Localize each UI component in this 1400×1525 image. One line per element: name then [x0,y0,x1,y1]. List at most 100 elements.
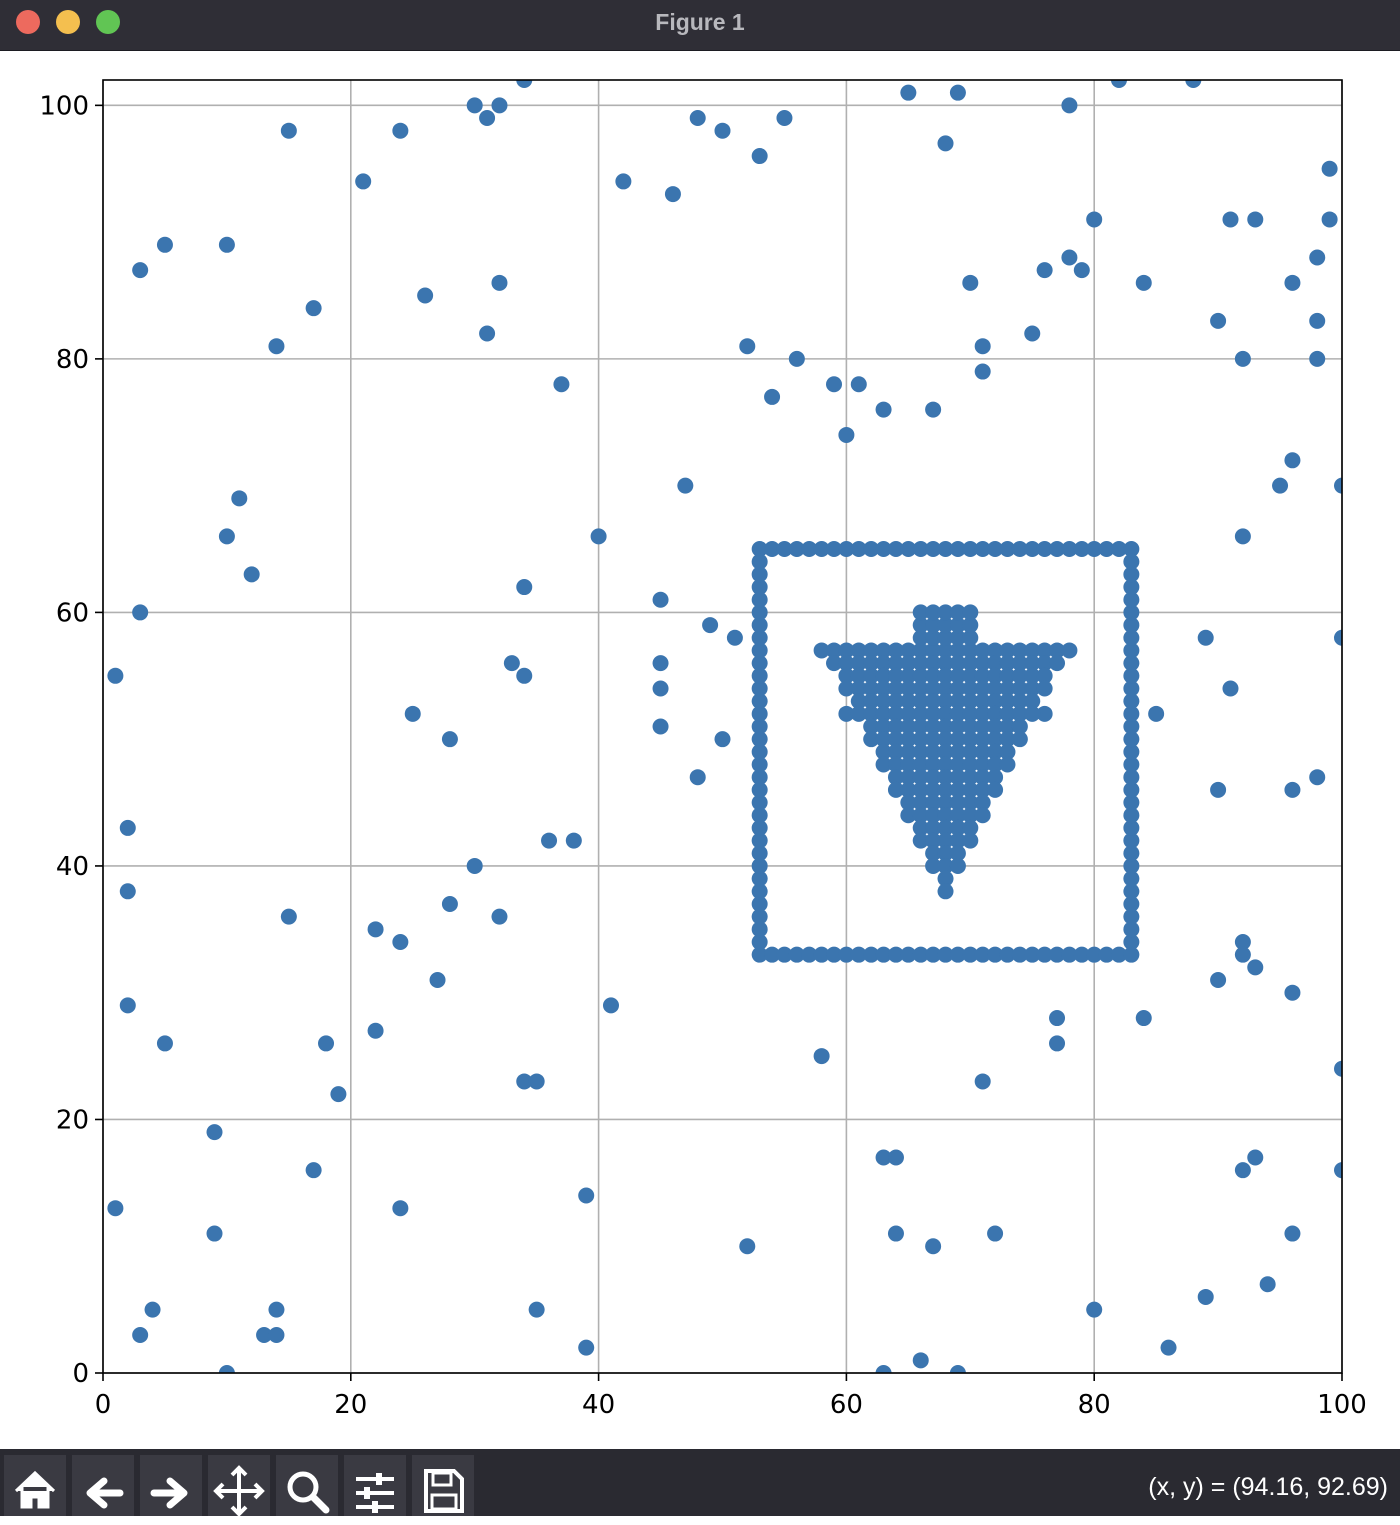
scatter-point [912,794,929,811]
scatter-point [516,1073,533,1090]
scatter-point [602,997,619,1014]
minimize-button[interactable] [56,10,80,34]
scatter-point [652,591,669,608]
scatter-point [912,680,929,697]
y-tick-label: 40 [56,852,89,882]
scatter-point [925,731,942,748]
scatter-point [1247,1149,1264,1166]
scatter-point [1334,1162,1342,1179]
scatter-point [491,908,508,925]
scatter-point [875,756,892,773]
scatter-point [652,718,669,735]
scatter-point [912,832,929,849]
scatter-point [925,680,942,697]
scatter-point [132,262,149,279]
scatter-point [838,946,855,963]
scatter-point [280,122,297,139]
scatter-point [751,769,768,786]
scatter-point [863,731,880,748]
scatter-point [838,426,855,443]
scatter-point [974,743,991,760]
scatter-point [937,541,954,558]
scatter-point [925,781,942,798]
scatter-point [937,604,954,621]
scatter-point [1222,680,1239,697]
scatter-point [850,667,867,684]
scatter-point [974,541,991,558]
configure-button[interactable] [344,1455,406,1516]
scatter-point [1123,756,1140,773]
close-button[interactable] [16,10,40,34]
scatter-point [156,1035,173,1052]
scatter-point [218,236,235,253]
scatter-point [503,655,520,672]
scatter-point [949,541,966,558]
zoom-tool-button[interactable] [276,1455,338,1516]
scatter-point [887,756,904,773]
scatter-point [987,1225,1004,1242]
scatter-point [1110,541,1127,558]
scatter-point [887,769,904,786]
scatter-point [751,794,768,811]
scatter-point [739,1238,756,1255]
scatter-point [850,642,867,659]
scatter-point [999,680,1016,697]
scatter-point [912,731,929,748]
scatter-point [949,769,966,786]
x-tick-label: 40 [582,1390,615,1420]
scatter-point [751,870,768,887]
scatter-point [1197,1288,1214,1305]
scatter-point [528,1301,545,1318]
scatter-point [875,718,892,735]
scatter-point [999,743,1016,760]
scatter-point [330,1086,347,1103]
scatter-point [1123,946,1140,963]
scatter-point [404,705,421,722]
scatter-point [1024,642,1041,659]
forward-button[interactable] [140,1455,202,1516]
pan-button[interactable] [208,1455,270,1517]
scatter-point [1011,541,1028,558]
scatter-point [1148,705,1165,722]
scatter-point [751,883,768,900]
scatter-point [1011,655,1028,672]
scatter-point [925,604,942,621]
x-tick-label: 20 [334,1390,367,1420]
scatter-point [1284,452,1301,469]
scatter-point [887,1149,904,1166]
scatter-point [1073,262,1090,279]
scatter-point [974,1073,991,1090]
scatter-point [677,477,694,494]
x-tick-label: 80 [1078,1390,1111,1420]
scatter-point [937,769,954,786]
scatter-point [875,743,892,760]
scatter-point [887,667,904,684]
scatter-point [776,541,793,558]
y-tick-label: 20 [56,1105,89,1135]
scatter-point [788,946,805,963]
scatter-point [1086,946,1103,963]
scatter-point [1123,617,1140,634]
scatter-point [875,642,892,659]
scatter-point [392,934,409,950]
save-button[interactable] [412,1455,474,1516]
scatter-point [999,667,1016,684]
scatter-point [875,401,892,418]
scatter-point [875,680,892,697]
scatter-point [578,1187,595,1204]
scatter-point [1011,718,1028,735]
scatter-point [1123,591,1140,608]
scatter-point [937,883,954,900]
back-button[interactable] [72,1455,134,1516]
marks-layer [107,80,1342,1373]
scatter-point [974,718,991,735]
scatter-point [925,693,942,710]
scatter-point [925,667,942,684]
scatter-point [987,642,1004,659]
home-button[interactable] [4,1455,66,1516]
scatter-point [912,541,929,558]
zoom-button[interactable] [96,10,120,34]
scatter-point [826,541,843,558]
scatter-point [1123,655,1140,672]
scatter-point [231,490,248,507]
